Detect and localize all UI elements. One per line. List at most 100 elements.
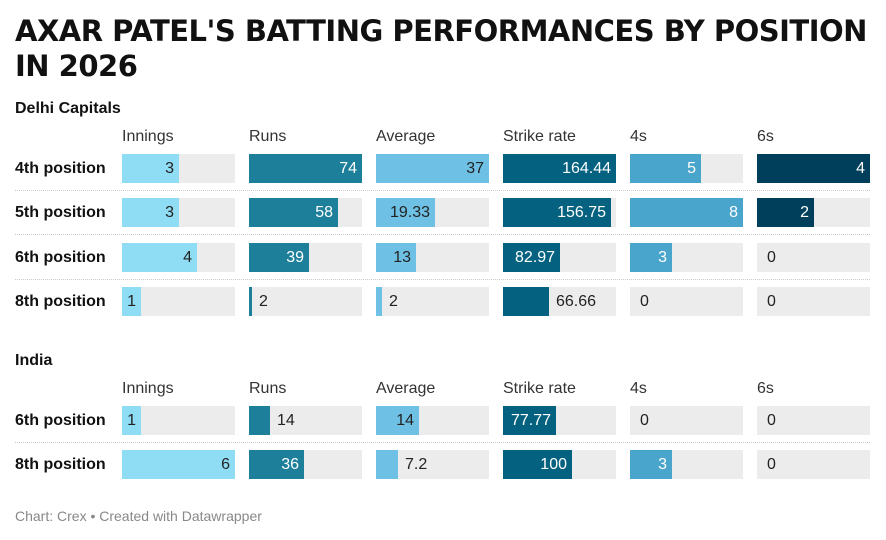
value-label: 36 — [281, 456, 299, 474]
bar-track: 14 — [249, 406, 362, 435]
bar-track: 1 — [122, 406, 235, 435]
value-label: 58 — [315, 204, 333, 222]
row-label: 8th position — [15, 456, 106, 474]
value-label: 0 — [767, 248, 776, 266]
bar — [122, 198, 179, 228]
bar — [630, 198, 743, 228]
value-label: 100 — [540, 456, 567, 474]
row-separator — [15, 442, 870, 443]
row-label: 4th position — [15, 160, 106, 177]
bar — [757, 198, 814, 228]
value-label: 1 — [127, 292, 136, 310]
value-label: 3 — [165, 160, 174, 177]
bar — [757, 154, 870, 183]
value-label: 4 — [183, 248, 192, 266]
bar-track: 3 — [630, 450, 743, 480]
bar — [376, 286, 382, 316]
value-label: 82.97 — [514, 248, 555, 266]
bar-track: 39 — [249, 242, 362, 272]
value-label: 164.44 — [562, 160, 611, 177]
value-label: 7.2 — [405, 456, 428, 474]
value-label: 13 — [393, 248, 411, 266]
column-header: 4s — [630, 128, 647, 145]
value-label: 66.66 — [556, 292, 597, 310]
value-label: 2 — [259, 292, 268, 310]
column-header: 4s — [630, 380, 647, 397]
bar-track: 82.97 — [503, 242, 616, 272]
bar — [376, 154, 489, 183]
value-label: 4 — [856, 160, 865, 177]
value-label: 8 — [729, 204, 738, 222]
column-header: Innings — [122, 128, 174, 145]
bar — [122, 406, 141, 435]
value-label: 0 — [767, 292, 776, 310]
bar — [249, 286, 252, 316]
column-header: Innings — [122, 380, 174, 397]
chart-title: AXAR PATEL'S BATTING PERFORMANCES BY POS… — [15, 14, 867, 83]
bar-track: 0 — [757, 406, 870, 435]
bar-track: 0 — [630, 286, 743, 316]
bar-track: 1 — [122, 286, 235, 316]
bar-track: 100 — [503, 450, 616, 480]
column-header: Strike rate — [503, 380, 576, 397]
row-label: 5th position — [15, 204, 106, 222]
value-label: 74 — [339, 160, 357, 177]
bar-track: 74 — [249, 154, 362, 183]
value-label: 0 — [767, 412, 776, 429]
value-label: 37 — [466, 160, 484, 177]
row-label: 8th position — [15, 292, 106, 310]
bar-track: 4 — [122, 242, 235, 272]
bar-track: 58 — [249, 198, 362, 228]
value-label: 19.33 — [389, 204, 430, 222]
value-label: 3 — [165, 204, 174, 222]
bar-track: 5 — [630, 154, 743, 183]
bar-track: 2 — [757, 198, 870, 228]
bar — [503, 286, 549, 316]
bar — [630, 154, 701, 183]
bar-track: 3 — [630, 242, 743, 272]
bar — [630, 450, 672, 480]
bar — [376, 242, 416, 272]
value-label: 14 — [277, 412, 295, 429]
row-label: 6th position — [15, 412, 106, 429]
bar-track: 4 — [757, 154, 870, 183]
bar — [249, 198, 338, 228]
bar-track: 19.33 — [376, 198, 489, 228]
bar-track: 8 — [630, 198, 743, 228]
value-label: 77.77 — [510, 412, 551, 429]
bar-track: 0 — [757, 242, 870, 272]
value-label: 6 — [221, 456, 230, 474]
value-label: 0 — [767, 456, 776, 474]
group-title: Delhi Capitals — [15, 100, 121, 117]
bar — [376, 198, 435, 228]
bar-track: 0 — [757, 286, 870, 316]
bar — [122, 286, 141, 316]
bar-track: 156.75 — [503, 198, 616, 228]
column-header: Runs — [249, 128, 287, 145]
bar-track: 14 — [376, 406, 489, 435]
value-label: 5 — [687, 160, 696, 177]
bar-track: 7.2 — [376, 450, 489, 480]
column-header: Average — [376, 128, 436, 145]
value-label: 1 — [127, 412, 136, 429]
bar — [630, 242, 672, 272]
bar-track: 164.44 — [503, 154, 616, 183]
value-label: 0 — [640, 412, 649, 429]
bar-track: 3 — [122, 198, 235, 228]
column-header: Runs — [249, 380, 287, 397]
value-label: 3 — [658, 456, 667, 474]
column-header: Strike rate — [503, 128, 576, 145]
bar — [503, 406, 556, 435]
bar — [249, 450, 304, 480]
value-label: 156.75 — [557, 204, 606, 222]
value-label: 3 — [658, 248, 667, 266]
bar-track: 3 — [122, 154, 235, 183]
column-header: Average — [376, 380, 436, 397]
column-header: 6s — [757, 380, 774, 397]
value-label: 2 — [800, 204, 809, 222]
row-separator — [15, 234, 870, 236]
bar — [249, 242, 309, 272]
bar — [503, 198, 611, 228]
bar — [122, 450, 235, 480]
bar — [122, 242, 197, 272]
